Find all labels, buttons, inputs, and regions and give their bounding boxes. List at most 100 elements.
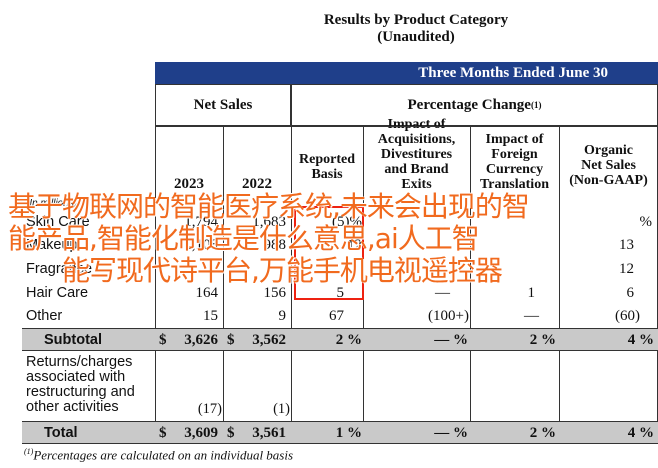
cell-2022: 3,561 [252,425,286,441]
grid-line [155,84,156,444]
row-label: Skin Care [26,214,90,230]
cell-2023: 1,794 [184,214,218,230]
cell-2022: 1,683 [252,214,286,230]
cell-reported: 67 [329,308,344,324]
table-row: Makeup 1,108 988 12 13 [22,234,658,257]
currency-symbol: $ [227,425,235,441]
currency-symbol: $ [159,425,167,441]
col-2022: 2022 [223,126,291,198]
col-reported-line: Reported [299,152,355,167]
col-organic: Organic Net Sales (Non-GAAP) [559,126,658,198]
col-organic-line: (Non-GAAP) [569,173,648,188]
cell-acq: (100+) [428,308,469,324]
cell-organic: % [639,214,653,230]
total-label: Total [44,425,78,441]
cell-fx: 2 % [529,332,556,348]
cell-2022: 3,562 [252,332,286,348]
cell-2023: 3,609 [184,425,218,441]
cell-reported: 1 % [335,425,362,441]
cell-reported: 5 [336,285,345,301]
cell-reported: 2 % [335,332,362,348]
cell-2022: 988 [263,237,287,253]
cell-fx: — [524,308,539,324]
cell-2023: 1,108 [184,237,218,253]
cell-organic: 6 [626,285,635,301]
col-fx-line: Foreign [491,147,538,162]
cell-2022: 9 [278,308,287,324]
row-label: Hair Care [26,285,89,301]
col-2022-label: 2022 [242,176,272,192]
row-label: restructuring and [26,384,135,400]
cell-fx: 2 % [529,425,556,441]
col-acq-line: and Brand [384,162,449,177]
col-organic-line: Net Sales [581,158,636,173]
cell-2022: 156 [263,285,287,301]
row-label: Fragrance [26,261,93,277]
cell-2023: 164 [195,285,219,301]
grid-line [559,126,560,444]
row-label: Returns/charges [26,354,133,370]
cell-2023: 15 [203,308,218,324]
table-subtitle: (Unaudited) [377,29,455,45]
net-sales-header: Net Sales [155,84,291,126]
footnote-marker: (1) [530,100,542,110]
cell-2023: 3,626 [184,332,218,348]
cell-organic: 13 [619,237,634,253]
percentage-change-header: Percentage Change (1) [291,84,658,126]
cell-reported: (5)% [332,214,362,230]
units-label: (In millions) [26,198,78,209]
currency-symbol: $ [227,332,235,348]
highlight-box [294,206,364,300]
net-sales-label: Net Sales [193,96,253,113]
footnote-marker: (1) [24,447,34,456]
returns-row: Returns/charges associated with restruct… [22,353,658,421]
col-acq-line: Exits [401,177,432,192]
cell-organic: 12 [619,261,634,277]
cell-2022: (1) [273,401,290,417]
table-row: Hair Care 164 156 5 — 1 6 [22,282,658,305]
row-label: Makeup [26,237,78,253]
cell-fx: 1 [527,285,536,301]
col-acq-line: Impact of [387,117,446,132]
table-row: Skin Care 1,794 1,683 (5)% % [22,211,658,234]
col-fx: Impact of Foreign Currency Translation [470,126,559,198]
table-title: Results by Product Category [323,12,509,28]
footnote: (1)Percentages are calculated on an indi… [24,447,293,463]
table-row: Fragrance 12 [22,258,658,281]
cell-organic: 4 % [627,332,654,348]
row-label: Other [26,308,63,324]
total-row: Total $ 3,609 $ 3,561 1 % — % 2 % 4 % [22,421,658,444]
row-label: other activities [26,399,119,415]
subtotal-label: Subtotal [44,332,102,348]
col-reported: Reported Basis [291,126,363,198]
cell-organic: (60) [615,308,640,324]
cell-acq: — [435,285,450,301]
period-band: Three Months Ended June 30 [155,62,658,84]
cell-2023: (17) [197,401,222,417]
col-fx-line: Translation [480,177,549,192]
grid-line [470,126,471,444]
col-acquisitions: Impact of Acquisitions, Divestitures and… [363,117,470,198]
currency-symbol: $ [159,332,167,348]
grid-line [223,126,224,444]
watermark-line: 基于物联网的智能医疗系统,未来会出现的智 [8,190,530,223]
cell-organic: 4 % [627,425,654,441]
col-acq-line: Acquisitions, [377,132,456,147]
col-2023: 2023 [155,126,223,198]
watermark-line: 能产品,智能化制造是什么意思,ai人工智 [8,222,480,255]
percentage-change-label: Percentage Change [407,96,531,113]
row-label: associated with [26,369,126,385]
col-fx-line: Currency [485,162,544,177]
header-divider [155,126,658,127]
grid-line [291,84,292,444]
col-2023-label: 2023 [174,176,204,192]
col-acq-line: Divestitures [380,147,453,162]
watermark-line: 能写现代诗平台,万能手机电视遥控器 [62,254,503,287]
col-reported-line: Basis [311,167,343,182]
cell-acq: — % [434,425,468,441]
cell-acq: — % [434,332,468,348]
col-fx-line: Impact of [485,132,544,147]
footnote-text: Percentages are calculated on an individ… [33,447,294,463]
table-row: Other 15 9 67 (100+) — (60) [22,305,658,328]
col-organic-line: Organic [584,143,633,158]
